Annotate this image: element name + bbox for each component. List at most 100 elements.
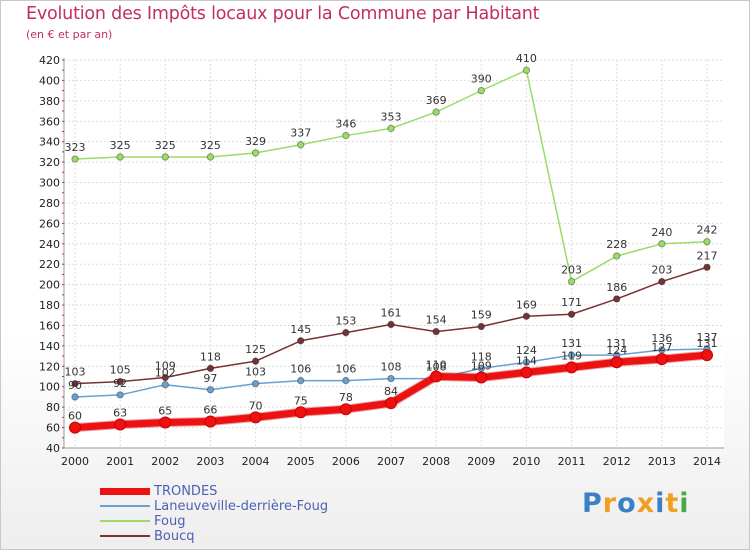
data-point-trondes [701,349,713,362]
data-label-foug: 240 [651,226,672,239]
data-point-boucq [613,295,621,303]
data-label-trondes: 127 [651,341,672,354]
data-point-trondes [294,406,307,419]
data-point-trondes [655,353,668,366]
data-label-laneuveville-derri-re-foug: 136 [651,332,672,345]
chart-title: Evolution des Impôts locaux pour la Comm… [26,4,540,24]
data-label-boucq: 203 [651,264,672,277]
data-point-laneuveville-derri-re-foug [71,393,79,401]
data-label-laneuveville-derri-re-foug: 106 [335,363,356,376]
x-tick-label: 2009 [467,455,495,468]
legend-swatch-laneuveville [100,505,150,507]
data-point-laneuveville-derri-re-foug [567,351,576,359]
chart-subtitle: (en € et par an) [26,28,113,41]
data-label-boucq: 186 [606,281,627,294]
data-label-laneuveville-derri-re-foug: 108 [381,361,402,374]
y-tick-label: 140 [39,340,60,353]
data-label-boucq: 125 [245,343,266,356]
data-point-foug [703,238,711,246]
data-point-boucq [116,377,124,386]
logo-letter: P [582,488,603,519]
plot-area [64,58,724,448]
y-tick-label: 180 [39,299,60,312]
data-label-trondes: 75 [294,394,308,407]
logo-letter: x [636,488,656,519]
data-point-trondes [520,366,533,379]
data-label-foug: 325 [155,139,176,152]
legend: TRONDES Laneuveville-derrière-Foug Foug … [100,484,400,544]
x-tick-label: 2004 [242,455,270,468]
x-tick-label: 2001 [106,455,134,468]
data-label-foug: 242 [697,224,718,237]
y-tick-label: 360 [39,115,60,128]
data-label-trondes: 84 [384,385,398,398]
data-point-laneuveville-derri-re-foug [206,386,215,394]
data-label-foug: 346 [335,118,356,131]
data-label-boucq: 118 [200,350,221,363]
data-label-foug: 325 [200,139,221,152]
data-label-trondes: 119 [561,349,582,362]
data-point-foug [432,108,440,116]
logo-letter: r [602,488,618,519]
logo-letter: i [655,488,666,519]
x-tick-label: 2008 [422,455,450,468]
data-label-trondes: 114 [516,354,537,367]
data-point-boucq [432,327,440,336]
data-label-laneuveville-derri-re-foug: 131 [606,337,627,350]
data-point-foug [116,153,124,161]
y-tick-label: 80 [46,401,60,414]
legend-item-boucq: Boucq [100,529,400,544]
data-point-foug [206,153,215,161]
data-label-laneuveville-derri-re-foug: 124 [516,344,537,357]
data-label-trondes: 60 [68,410,82,423]
data-label-foug: 325 [110,139,131,152]
data-label-boucq: 154 [426,314,447,327]
data-label-boucq: 103 [65,366,86,379]
data-label-foug: 353 [381,110,402,123]
data-point-foug [567,277,576,286]
data-point-trondes [159,416,172,429]
data-point-trondes [249,411,262,424]
y-tick-label: 40 [46,442,60,455]
y-tick-label: 380 [39,95,60,108]
legend-item-foug: Foug [100,514,400,529]
data-label-foug: 410 [516,52,537,65]
data-label-laneuveville-derri-re-foug: 92 [113,377,127,390]
data-label-trondes: 66 [203,403,217,416]
data-label-boucq: 109 [155,360,176,373]
x-tick-label: 2003 [196,455,224,468]
x-tick-label: 2000 [61,455,89,468]
data-point-foug [342,131,350,140]
data-label-laneuveville-derri-re-foug: 97 [203,372,217,385]
y-tick-label: 400 [39,74,60,87]
data-point-foug [251,149,260,157]
x-tick-label: 2012 [603,455,631,468]
data-point-laneuveville-derri-re-foug [297,376,305,385]
data-label-trondes: 78 [339,391,353,404]
x-tick-label: 2002 [151,455,179,468]
data-point-laneuveville-derri-re-foug [342,376,350,385]
data-point-trondes [565,361,578,374]
data-label-trondes: 70 [249,399,263,412]
x-tick-label: 2005 [287,455,315,468]
data-point-trondes [430,370,443,383]
data-label-trondes: 109 [471,360,492,373]
data-point-foug [297,141,305,149]
legend-item-trondes: TRONDES [100,484,400,499]
y-tick-label: 220 [39,258,60,271]
data-label-laneuveville-derri-re-foug: 108 [426,361,447,374]
legend-label-boucq: Boucq [154,529,195,544]
data-point-foug [658,240,666,248]
x-tick-label: 2006 [332,455,360,468]
data-point-trondes [114,418,127,431]
data-label-boucq: 145 [290,323,311,336]
data-label-boucq: 159 [471,308,492,321]
data-label-trondes: 65 [158,404,172,417]
y-tick-label: 320 [39,156,60,169]
x-tick-label: 2011 [558,455,586,468]
legend-swatch-boucq [100,535,150,537]
logo-letter: o [617,488,637,519]
data-label-laneuveville-derri-re-foug: 131 [561,337,582,350]
data-label-foug: 369 [426,94,447,107]
